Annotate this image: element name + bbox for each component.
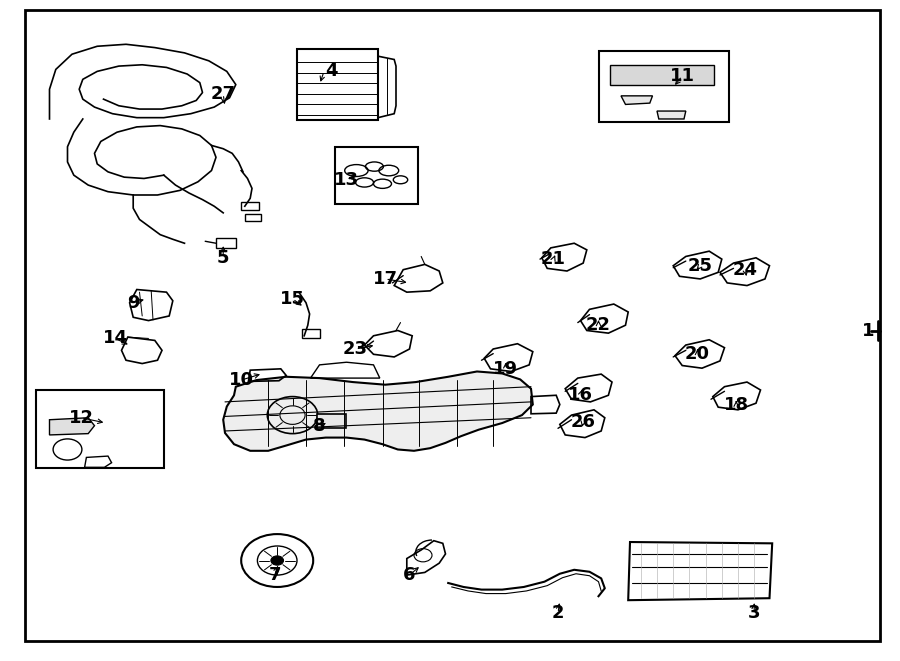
Bar — [598, 51, 729, 122]
Polygon shape — [657, 111, 686, 119]
Text: 9: 9 — [127, 293, 140, 312]
Text: 4: 4 — [325, 62, 338, 81]
Text: 21: 21 — [541, 250, 566, 268]
Text: 16: 16 — [568, 386, 593, 405]
Bar — [245, 214, 261, 221]
Text: 7: 7 — [268, 566, 281, 584]
Text: 24: 24 — [733, 260, 758, 279]
Bar — [216, 238, 236, 248]
Text: 14: 14 — [103, 329, 128, 348]
Text: 11: 11 — [670, 67, 695, 85]
Text: 12: 12 — [68, 408, 94, 427]
Text: 17: 17 — [373, 270, 398, 288]
Text: 13: 13 — [334, 171, 359, 189]
Text: 27: 27 — [211, 85, 236, 103]
Text: 20: 20 — [685, 344, 710, 363]
Polygon shape — [621, 96, 652, 104]
Text: 26: 26 — [571, 412, 596, 431]
Bar — [335, 147, 418, 204]
Text: 18: 18 — [724, 395, 749, 414]
Bar — [317, 414, 346, 428]
Polygon shape — [223, 371, 533, 451]
Text: 19: 19 — [493, 360, 518, 378]
Text: 3: 3 — [748, 604, 760, 623]
Bar — [36, 390, 164, 468]
Text: 5: 5 — [217, 249, 230, 267]
Polygon shape — [50, 418, 94, 435]
Bar — [610, 65, 714, 85]
Text: 15: 15 — [280, 290, 305, 308]
Text: 1: 1 — [862, 321, 875, 340]
Text: 23: 23 — [343, 340, 368, 358]
Text: 10: 10 — [229, 371, 254, 389]
Text: 2: 2 — [552, 604, 564, 623]
Text: 8: 8 — [313, 417, 326, 436]
Text: 22: 22 — [586, 316, 611, 334]
Bar — [241, 202, 259, 210]
Text: 6: 6 — [403, 566, 416, 584]
Bar — [302, 329, 319, 338]
Text: 25: 25 — [688, 256, 713, 275]
Bar — [297, 49, 378, 120]
Circle shape — [271, 556, 284, 565]
